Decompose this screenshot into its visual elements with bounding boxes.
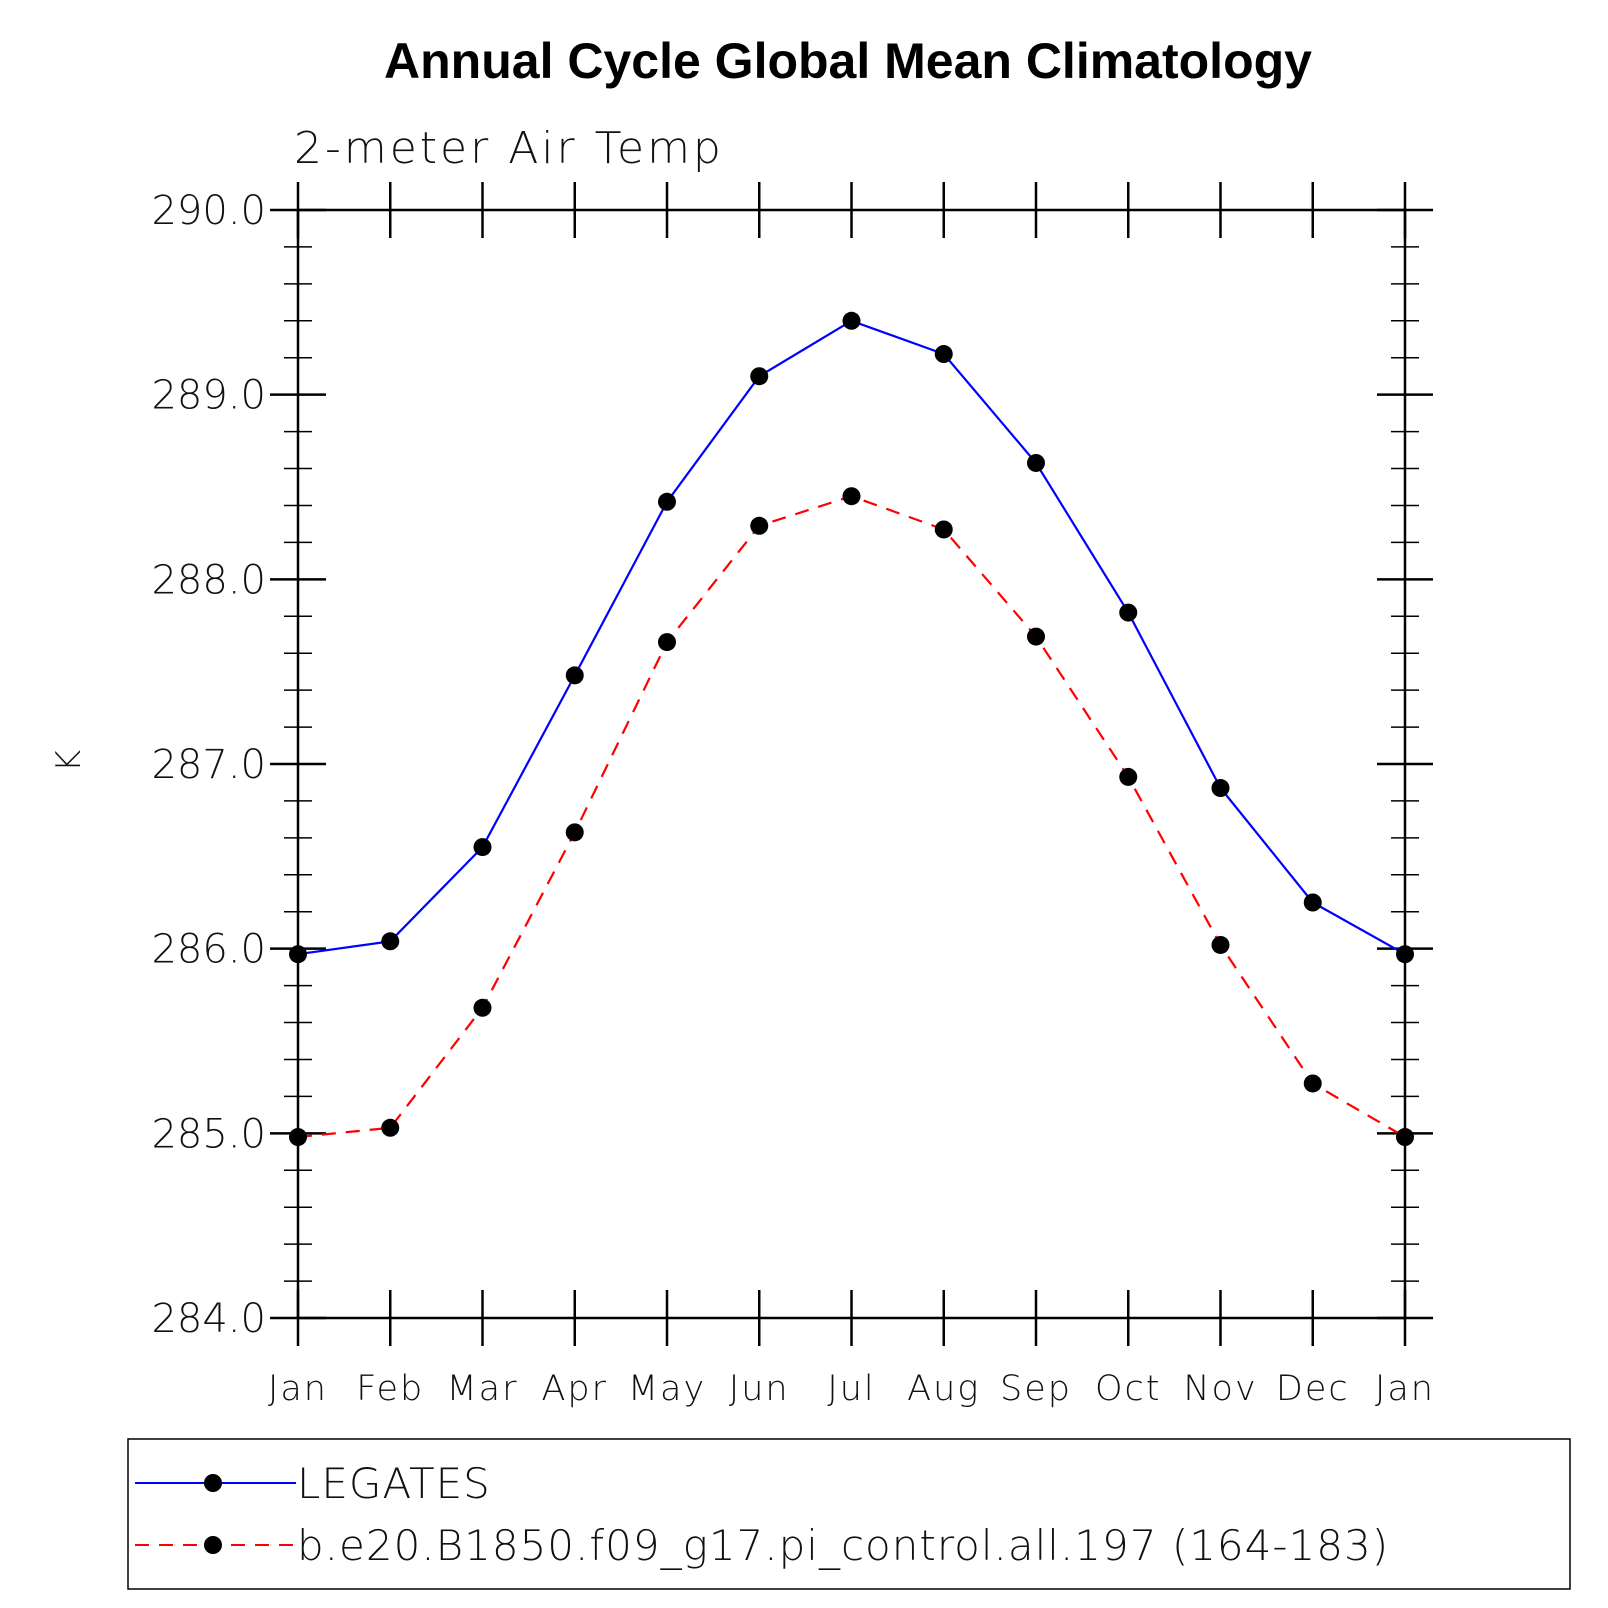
x-tick-label: Jan xyxy=(1375,1369,1435,1409)
series-0-point xyxy=(473,838,492,857)
x-tick-label: Aug xyxy=(907,1369,980,1409)
x-tick-label: May xyxy=(628,1369,706,1409)
series-layer xyxy=(289,311,1414,1147)
x-tick-label: Jun xyxy=(729,1369,790,1409)
chart-title: Annual Cycle Global Mean Climatology xyxy=(384,33,1312,89)
series-1-point xyxy=(381,1118,400,1137)
series-line-0 xyxy=(297,319,1406,956)
series-0-point xyxy=(1396,945,1414,964)
series-1-point xyxy=(565,823,584,842)
legend-box xyxy=(127,1438,1571,1590)
x-tick-label: Mar xyxy=(446,1369,518,1409)
y-tick-label: 288.0 xyxy=(151,557,266,603)
series-1-point xyxy=(289,1128,307,1147)
y-tick-label: 284.0 xyxy=(151,1296,266,1342)
series-0-point xyxy=(934,345,953,364)
x-tick-label: Oct xyxy=(1095,1369,1162,1409)
series-1-point xyxy=(934,520,953,539)
series-1-point xyxy=(473,998,492,1017)
legend: LEGATES b.e20.B1850.f09_g17.pi_control.a… xyxy=(127,1438,1571,1590)
series-1-point xyxy=(658,633,676,652)
series-1-point xyxy=(1303,1074,1322,1093)
series-line-1 xyxy=(297,495,1406,1139)
legend-label-legates: LEGATES xyxy=(297,1459,491,1508)
series-0-point xyxy=(381,932,400,951)
series-0-point xyxy=(750,367,769,386)
y-ticks: 284.0 285.0 286.0 287.0 288.0 289.0 290.0 xyxy=(151,188,1433,1342)
series-0-point xyxy=(1211,779,1230,798)
legend-marker-model xyxy=(204,1536,222,1554)
series-0-point xyxy=(842,311,861,330)
series-1-point xyxy=(1396,1128,1414,1147)
x-tick-label: Sep xyxy=(1000,1369,1072,1409)
x-tick-label: Feb xyxy=(356,1369,424,1409)
x-tick-label: Nov xyxy=(1183,1369,1257,1409)
series-0-point xyxy=(1303,893,1322,912)
y-tick-label: 290.0 xyxy=(151,188,266,234)
series-1-point xyxy=(1211,935,1230,954)
legend-label-model: b.e20.B1850.f09_g17.pi_control.all.197 (… xyxy=(297,1521,1389,1570)
series-0-point xyxy=(565,666,584,685)
chart-subtitle: 2-meter Air Temp xyxy=(294,123,724,174)
y-tick-label: 289.0 xyxy=(151,373,266,419)
y-axis-label: K xyxy=(49,750,89,772)
series-1-point xyxy=(1119,767,1138,786)
series-1-point xyxy=(1027,627,1045,646)
y-tick-label: 285.0 xyxy=(151,1111,266,1157)
series-0-point xyxy=(1119,603,1138,622)
x-tick-label: Jan xyxy=(268,1369,328,1409)
y-tick-label: 286.0 xyxy=(151,927,266,973)
series-1-point xyxy=(842,487,861,506)
plot-frame xyxy=(296,208,1407,1320)
series-1-point xyxy=(750,516,769,535)
legend-marker-legates xyxy=(204,1474,222,1492)
series-0-point xyxy=(289,945,307,964)
x-tick-label: Apr xyxy=(541,1369,608,1409)
x-tick-label: Jul xyxy=(827,1369,875,1409)
y-tick-label: 287.0 xyxy=(151,742,266,788)
axes xyxy=(296,208,1407,1320)
series-0-point xyxy=(1027,453,1045,472)
x-ticks: Jan Feb Mar Apr May Jun Jul Aug Sep Oct Nov Dec Jan xyxy=(268,182,1435,1409)
x-tick-label: Dec xyxy=(1276,1369,1350,1409)
series-0-point xyxy=(658,492,676,511)
